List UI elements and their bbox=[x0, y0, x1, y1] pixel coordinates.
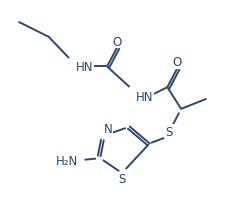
Text: N: N bbox=[103, 122, 112, 135]
Text: H₂N: H₂N bbox=[56, 154, 78, 167]
Text: HN: HN bbox=[75, 61, 92, 74]
Text: S: S bbox=[165, 125, 172, 138]
Text: O: O bbox=[112, 36, 121, 48]
Text: S: S bbox=[118, 173, 125, 185]
Text: O: O bbox=[172, 56, 181, 69]
Text: HN: HN bbox=[135, 90, 153, 103]
